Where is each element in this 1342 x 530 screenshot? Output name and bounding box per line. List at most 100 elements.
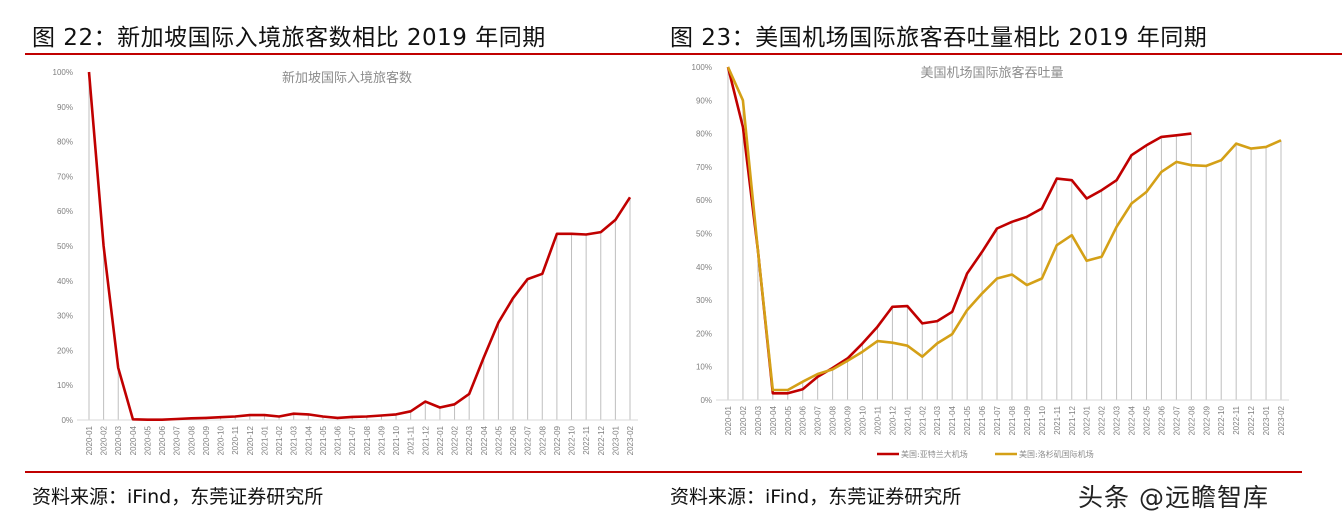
top-divider-right [660, 53, 1342, 55]
x-tick-label: 2021-05 [319, 425, 328, 455]
x-tick-label: 2020-11 [231, 425, 240, 454]
x-tick-label: 2021-05 [963, 405, 972, 435]
y-tick-label: 30% [696, 296, 712, 305]
x-tick-label: 2021-02 [918, 405, 927, 435]
y-tick-label: 30% [57, 312, 73, 321]
x-tick-label: 2020-12 [246, 425, 255, 455]
series-line-1 [726, 66, 1282, 392]
x-tick-label: 2021-01 [260, 425, 269, 455]
x-tick-label: 2022-12 [1247, 405, 1256, 435]
series-line-0 [87, 71, 632, 422]
x-tick-label: 2020-03 [754, 405, 763, 435]
x-tick-label: 2021-01 [903, 405, 912, 435]
source-note-left: 资料来源：iFind，东莞证券研究所 [32, 486, 324, 508]
x-tick-label: 2022-03 [465, 425, 474, 455]
x-tick-label: 2021-08 [363, 425, 372, 455]
chart-us-airports-throughput: 0% 10% 20% 30% 40% 50% 60% 70% 80% 90% 100% 2020-01… [692, 63, 1289, 459]
y-tick-label: 80% [696, 130, 712, 139]
x-tick-label: 2021-08 [1008, 405, 1017, 435]
x-tick-label: 2021-03 [290, 425, 299, 455]
bottom-divider-right [660, 471, 1302, 473]
x-tick-label: 2022-09 [553, 425, 562, 455]
x-tick-label: 2021-07 [348, 425, 357, 455]
y-tick-label: 10% [57, 381, 73, 390]
x-tick-label: 2020-01 [85, 425, 94, 455]
x-tick-label: 2023-01 [611, 425, 620, 455]
x-tick-label: 2021-11 [1053, 405, 1062, 434]
x-tick-label: 2020-05 [784, 405, 793, 435]
x-tick-label: 2022-04 [480, 425, 489, 455]
y-tick-label: 90% [57, 103, 73, 112]
x-tick-label: 2020-06 [799, 405, 808, 435]
x-tick-label: 2022-05 [1142, 405, 1151, 435]
x-tick-label: 2020-03 [114, 425, 123, 455]
y-tick-label: 0% [61, 416, 73, 425]
y-tick-label: 50% [696, 230, 712, 239]
chart-singapore-arrivals: 0% 10% 20% 30% 40% 50% 60% 70% 80% 90% 100% 2020-01… [53, 68, 638, 455]
chart-title: 新加坡国际入境旅客数 [282, 70, 412, 86]
x-tick-label: 2022-01 [1083, 405, 1092, 435]
x-tick-label: 2022-06 [1157, 405, 1166, 435]
x-tick-label: 2022-03 [1113, 405, 1122, 435]
x-tick-label: 2021-04 [948, 405, 957, 435]
y-tick-label: 70% [57, 172, 73, 181]
y-tick-label: 50% [57, 242, 73, 251]
x-tick-label: 2022-09 [1202, 405, 1211, 435]
x-tick-label: 2020-08 [187, 425, 196, 455]
x-tick-label: 2021-06 [334, 425, 343, 455]
x-tick-label: 2020-08 [829, 405, 838, 435]
bottom-divider-left [25, 471, 660, 473]
x-tick-label: 2021-03 [933, 405, 942, 435]
watermark: 头条 @远瞻智库 [1078, 483, 1269, 512]
x-tick-label: 2020-11 [873, 405, 882, 434]
y-tick-label: 40% [57, 277, 73, 286]
y-tick-label: 40% [696, 263, 712, 272]
x-tick-label: 2022-10 [1217, 405, 1226, 435]
figure-22-title: 图 22：新加坡国际入境旅客数相比 2019 年同期 [32, 25, 546, 51]
x-tick-label: 2021-06 [978, 405, 987, 435]
x-tick-label: 2021-11 [407, 425, 416, 454]
x-tick-label: 2020-10 [859, 405, 868, 435]
series-line-0 [726, 66, 1192, 395]
x-tick-label: 2020-04 [769, 405, 778, 435]
y-tick-label: 20% [696, 329, 712, 338]
top-divider-left [25, 53, 660, 55]
x-tick-label: 2021-02 [275, 425, 284, 455]
legend-label: 美国:亚特兰大机场 [901, 449, 968, 459]
chart-title: 美国机场国际旅客吞吐量 [920, 65, 1063, 81]
legend-label: 美国:洛杉矶国际机场 [1019, 449, 1094, 459]
y-tick-label: 100% [692, 63, 712, 72]
x-tick-label: 2020-02 [100, 425, 109, 455]
x-tick-label: 2022-11 [1232, 405, 1241, 434]
x-tick-label: 2022-12 [597, 425, 606, 455]
y-tick-label: 60% [696, 196, 712, 205]
y-tick-label: 60% [57, 207, 73, 216]
y-tick-label: 80% [57, 138, 73, 147]
x-tick-label: 2022-04 [1128, 405, 1137, 435]
x-tick-label: 2021-07 [993, 405, 1002, 435]
x-tick-label: 2022-10 [568, 425, 577, 455]
x-tick-label: 2021-12 [421, 425, 430, 455]
x-tick-label: 2020-02 [739, 405, 748, 435]
x-tick-label: 2022-08 [538, 425, 547, 455]
y-tick-label: 10% [696, 363, 712, 372]
y-tick-label: 0% [700, 396, 712, 405]
figure-23-title: 图 23：美国机场国际旅客吞吐量相比 2019 年同期 [670, 25, 1208, 51]
x-tick-label: 2021-12 [1068, 405, 1077, 435]
x-tick-label: 2020-06 [158, 425, 167, 455]
x-tick-label: 2022-02 [451, 425, 460, 455]
x-tick-label: 2022-07 [1172, 405, 1181, 435]
x-tick-label: 2022-02 [1098, 405, 1107, 435]
y-tick-label: 70% [696, 163, 712, 172]
x-tick-label: 2023-01 [1262, 405, 1271, 435]
x-tick-label: 2022-08 [1187, 405, 1196, 435]
x-tick-label: 2021-09 [377, 425, 386, 455]
x-tick-label: 2020-12 [888, 405, 897, 435]
y-tick-label: 90% [696, 96, 712, 105]
x-tick-label: 2023-02 [626, 425, 635, 455]
source-note-right: 资料来源：iFind，东莞证券研究所 [670, 486, 962, 508]
x-tick-label: 2021-10 [392, 425, 401, 455]
x-tick-label: 2023-02 [1277, 405, 1286, 435]
x-tick-label: 2022-07 [524, 425, 533, 455]
